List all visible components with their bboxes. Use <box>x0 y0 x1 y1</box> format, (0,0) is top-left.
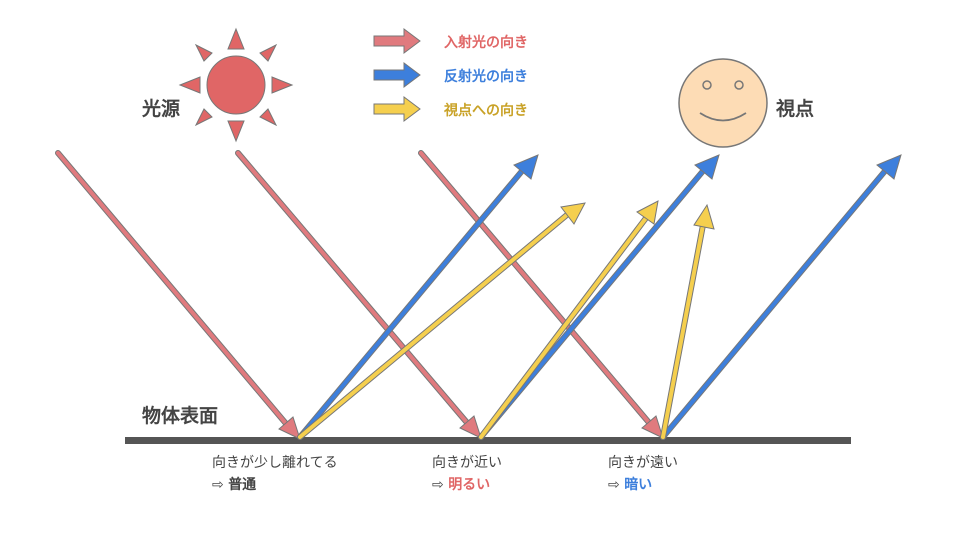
reflected-ray-2 <box>478 154 720 440</box>
incident-ray-1 <box>55 150 301 440</box>
light-source-label: 光源 <box>142 98 181 120</box>
legend-reflected-arrow <box>373 62 421 88</box>
case-3-result: 暗い <box>624 477 653 493</box>
case-2-condition: 向きが近い <box>432 455 502 471</box>
reflected-ray-1 <box>297 154 539 440</box>
view-ray-2 <box>478 200 659 440</box>
legend-view-label: 視点への向き <box>444 103 528 119</box>
case-1-condition: 向きが少し離れてる <box>212 455 338 471</box>
reflected-ray-3 <box>660 154 902 440</box>
view-ray-3 <box>660 203 715 440</box>
legend-incident-label: 入射光の向き <box>444 35 528 51</box>
case-1-caption: 向きが少し離れてる ⇨ 普通 <box>212 452 338 496</box>
viewpoint-label: 視点 <box>776 98 815 120</box>
case-3-caption: 向きが遠い ⇨ 暗い <box>608 452 678 496</box>
legend-view-arrow <box>373 96 421 122</box>
view-ray-1 <box>297 202 586 440</box>
object-surface-line <box>125 437 851 444</box>
case-3-condition: 向きが遠い <box>608 455 678 471</box>
case-2-caption: 向きが近い ⇨ 明るい <box>432 452 502 496</box>
smiley-face-icon <box>678 58 768 148</box>
sun-icon <box>178 27 294 143</box>
right-arrow-icon: ⇨ <box>608 477 620 493</box>
legend-incident-arrow <box>373 28 421 54</box>
right-arrow-icon: ⇨ <box>212 477 224 493</box>
incident-ray-3 <box>418 150 664 439</box>
case-1-result: 普通 <box>228 477 257 493</box>
case-2-result: 明るい <box>448 477 491 493</box>
surface-label: 物体表面 <box>142 405 219 427</box>
legend-reflected-label: 反射光の向き <box>444 69 528 85</box>
right-arrow-icon: ⇨ <box>432 477 444 493</box>
incident-ray-2 <box>235 150 482 439</box>
